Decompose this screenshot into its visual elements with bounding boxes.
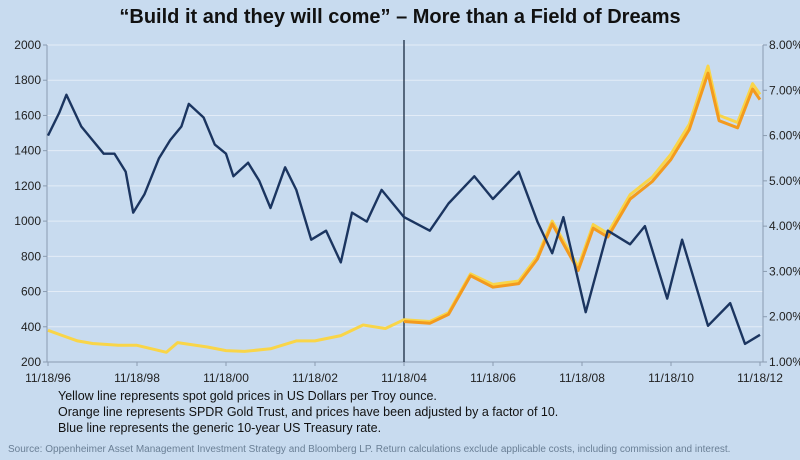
left-tick-label: 1600 <box>14 108 41 122</box>
source-note: Source: Oppenheimer Asset Management Inv… <box>8 444 731 455</box>
x-tick-label: 11/18/00 <box>203 371 249 385</box>
x-tick-label: 11/18/06 <box>470 371 516 385</box>
right-tick-label: 7.00% <box>769 83 800 97</box>
x-tick-label: 11/18/10 <box>648 371 694 385</box>
right-tick-label: 6.00% <box>769 129 800 143</box>
note-yellow: Yellow line represents spot gold prices … <box>58 389 437 403</box>
series-line-2 <box>46 93 761 346</box>
note-orange: Orange line represents SPDR Gold Trust, … <box>58 405 559 419</box>
left-tick-label: 1000 <box>14 214 41 228</box>
note-blue: Blue line represents the generic 10-year… <box>58 421 382 435</box>
x-tick-label: 11/18/08 <box>559 371 605 385</box>
x-tick-label: 11/18/04 <box>381 371 427 385</box>
left-tick-label: 1400 <box>14 144 41 158</box>
left-tick-label: 800 <box>21 249 41 263</box>
right-tick-label: 4.00% <box>769 219 800 233</box>
x-tick-label: 11/18/12 <box>737 371 783 385</box>
left-tick-label: 400 <box>21 320 41 334</box>
x-tick-label: 11/18/98 <box>114 371 160 385</box>
right-tick-label: 1.00% <box>769 355 800 369</box>
left-tick-label: 600 <box>21 285 41 299</box>
chart-notes: Yellow line represents spot gold prices … <box>58 388 558 436</box>
series-line-0 <box>47 64 762 354</box>
x-tick-label: 11/18/02 <box>292 371 338 385</box>
left-tick-label: 2000 <box>14 38 41 52</box>
right-tick-label: 3.00% <box>769 264 800 278</box>
left-tick-label: 200 <box>21 355 41 369</box>
x-tick-label: 11/18/96 <box>25 371 71 385</box>
right-tick-label: 5.00% <box>769 174 800 188</box>
left-tick-label: 1200 <box>14 179 41 193</box>
chart-title: “Build it and they will come” – More tha… <box>119 6 681 28</box>
right-tick-label: 8.00% <box>769 38 800 52</box>
series-line-1 <box>403 71 762 325</box>
left-tick-label: 1800 <box>14 73 41 87</box>
right-tick-label: 2.00% <box>769 310 800 324</box>
